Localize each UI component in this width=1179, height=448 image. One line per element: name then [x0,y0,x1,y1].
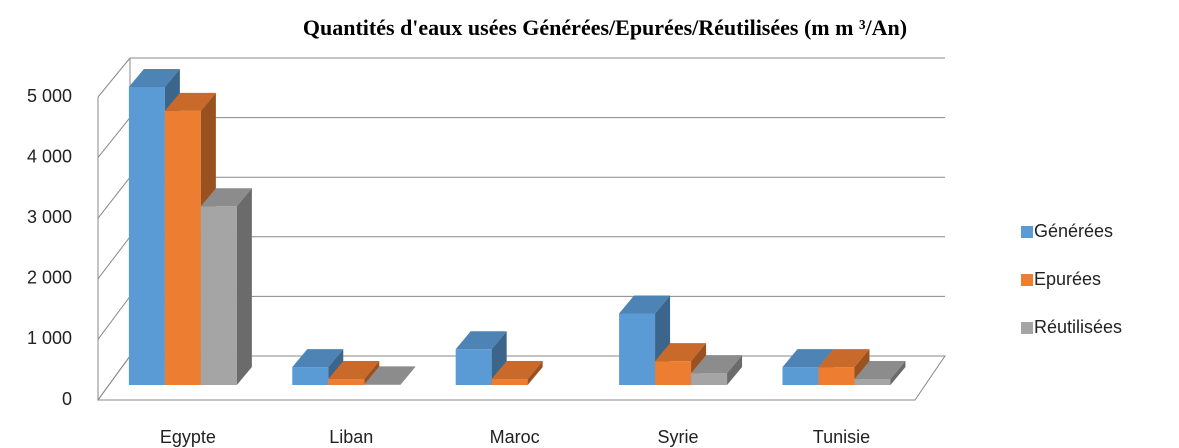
bar-top [818,349,870,368]
grid-line [97,236,131,280]
bar-top [364,366,416,385]
bar-front [491,379,528,385]
bar-front [292,367,329,385]
legend-label: Réutilisées [1034,317,1122,337]
bar-top [854,361,906,380]
bar-top [292,349,344,368]
bar-side [364,361,380,385]
bar-side [491,331,507,385]
bar-front [164,110,201,385]
bar-top [782,349,834,368]
y-tick-label: 5 000 [27,86,72,106]
bar-front [854,379,891,385]
bar-front [364,384,401,385]
x-tick-label: Tunisie [813,427,870,447]
bar-top [655,343,707,362]
x-tick-label: Maroc [490,427,540,447]
bar-front [455,349,492,385]
bar-top [164,92,216,111]
bar-front [128,87,165,385]
bar-top [619,295,671,314]
bar-side [727,355,743,385]
y-tick-label: 4 000 [27,146,72,166]
bar-top [328,361,380,380]
grid-line [97,176,131,219]
legend-swatch [1021,274,1033,286]
bar-front [619,313,656,385]
bar-front [328,379,365,385]
bar-top [691,355,743,374]
chart-title: Quantités d'eaux usées Générées/Epurées/… [303,15,907,40]
bar-side [400,366,416,385]
bar-front [782,367,819,385]
bar-top [128,69,180,87]
y-tick-label: 3 000 [27,207,72,227]
x-tick-label: Liban [329,427,373,447]
y-tick-label: 2 000 [27,268,72,288]
bar-front [200,206,237,385]
legend-label: Epurées [1034,269,1101,289]
bar-top [200,188,252,207]
bar-front [691,373,728,385]
legend-swatch [1021,322,1033,334]
x-tick-label: Syrie [658,427,699,447]
grid-line [97,117,131,158]
bar-front [818,367,855,385]
x-tick-label: Egypte [160,427,216,447]
bar-top [491,361,543,380]
grid-line [97,57,131,98]
bar-side [890,361,906,385]
bar-side [527,361,543,385]
y-tick-label: 0 [62,389,72,409]
bar-front [655,361,692,385]
grid-line [97,355,131,401]
bar-side [236,188,252,385]
grid-line [97,296,131,340]
legend-label: Générées [1034,221,1113,241]
legend-swatch [1021,226,1033,238]
bar-top [455,331,507,350]
y-tick-label: 1 000 [27,328,72,348]
